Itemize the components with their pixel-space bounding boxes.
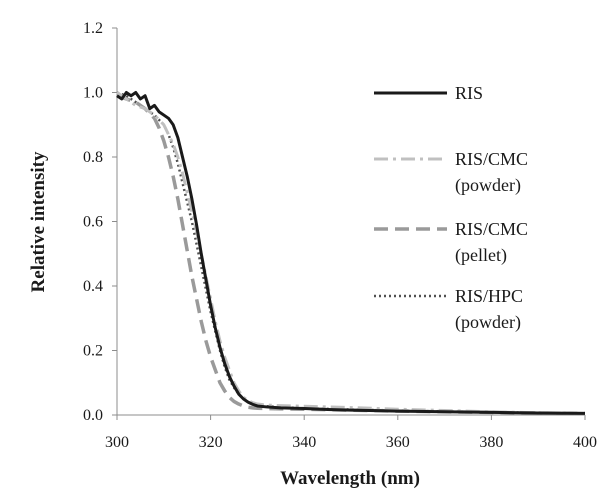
series-line-3 (116, 91, 586, 415)
x-tick-label: 360 (386, 434, 410, 451)
y-tick-label: 1.2 (83, 20, 103, 37)
y-tick-label: 0.0 (83, 407, 103, 424)
series-line-2 (116, 94, 586, 416)
x-axis-title: Wavelength (nm) (280, 468, 420, 489)
y-tick-label: 0.2 (83, 343, 103, 360)
y-tick-label: 0.8 (83, 149, 103, 166)
legend-label-0: RIS (455, 83, 483, 103)
legend-label-2: RIS/CMC (455, 219, 528, 239)
x-tick-label: 300 (105, 434, 129, 451)
series-line-1 (116, 91, 586, 415)
y-axis-title: Relative intensity (28, 151, 49, 292)
x-tick-label: 400 (573, 434, 597, 451)
y-tick-label: 0.6 (83, 214, 103, 231)
legend-label-1: RIS/CMC (455, 149, 528, 169)
series-line-0 (116, 91, 586, 415)
legend-label-2: (pellet) (455, 245, 507, 266)
x-tick-label: 340 (292, 434, 316, 451)
legend-label-3: (powder) (455, 312, 521, 333)
y-tick-label: 0.4 (83, 278, 103, 295)
legend-label-3: RIS/HPC (455, 286, 523, 306)
x-tick-label: 320 (199, 434, 223, 451)
x-tick-label: 380 (479, 434, 503, 451)
y-tick-label: 1.0 (83, 85, 103, 102)
legend-label-1: (powder) (455, 175, 521, 196)
